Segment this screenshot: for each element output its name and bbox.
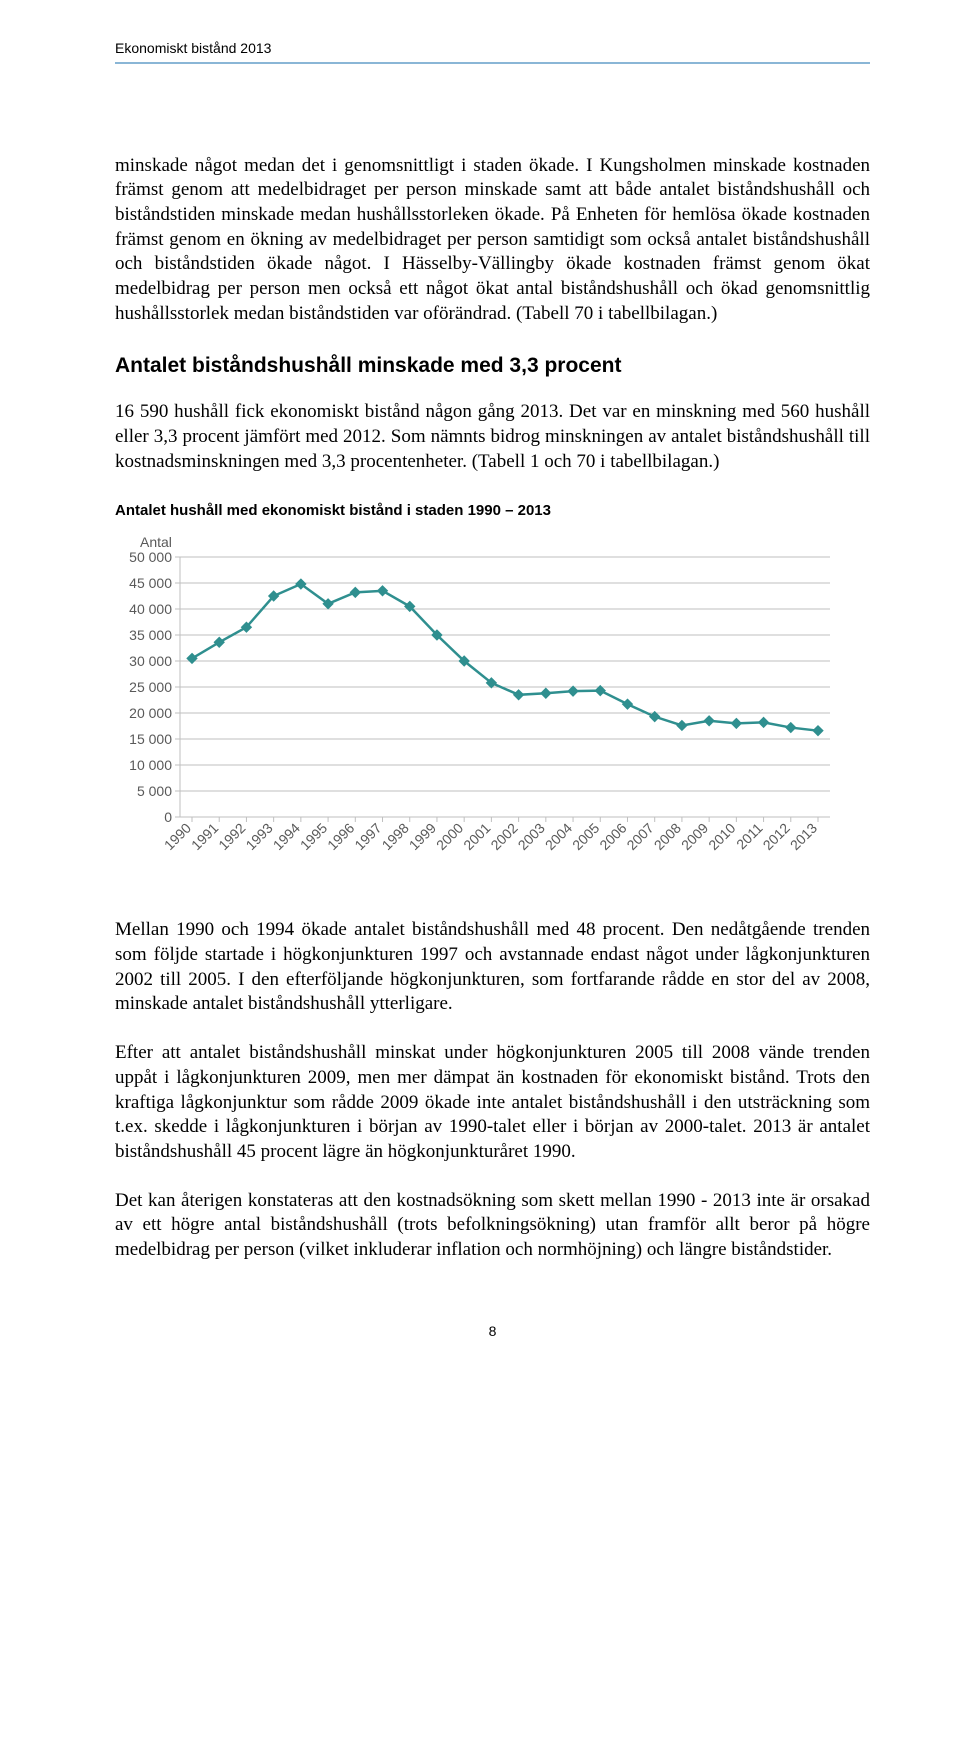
y-tick-label: 25 000 [129, 679, 172, 695]
page: Ekonomiskt bistånd 2013 minskade något m… [0, 0, 960, 1379]
paragraph-2: 16 590 hushåll fick ekonomiskt bistånd n… [115, 400, 870, 474]
page-number: 8 [115, 1323, 870, 1339]
y-tick-label: 40 000 [129, 601, 172, 617]
y-tick-label: 5 000 [137, 783, 172, 799]
line-chart: Antal 0 5 000 10 000 15 000 20 000 25 000 30 00… [115, 527, 870, 892]
y-tick-label: 50 000 [129, 549, 172, 565]
y-tick-label: 10 000 [129, 757, 172, 773]
y-tick-label: 0 [164, 809, 172, 825]
y-tick-label: 20 000 [129, 705, 172, 721]
y-tick-label: 15 000 [129, 731, 172, 747]
paragraph-4: Efter att antalet biståndshushåll minska… [115, 1041, 870, 1164]
y-tick-label: 30 000 [129, 653, 172, 669]
paragraph-1: minskade något medan det i genomsnittlig… [115, 154, 870, 327]
chart-title: Antalet hushåll med ekonomiskt bistånd i… [115, 502, 870, 519]
y-tick-label: 45 000 [129, 575, 172, 591]
y-axis-title: Antal [140, 534, 172, 550]
section-heading: Antalet biståndshushåll minskade med 3,3… [115, 354, 870, 378]
paragraph-3: Mellan 1990 och 1994 ökade antalet bistå… [115, 918, 870, 1017]
paragraph-5: Det kan återigen konstateras att den kos… [115, 1189, 870, 1263]
header-rule [115, 62, 870, 64]
y-tick-label: 35 000 [129, 627, 172, 643]
running-head: Ekonomiskt bistånd 2013 [115, 40, 870, 56]
chart-svg: Antal 0 5 000 10 000 15 000 20 000 25 000 30 00… [115, 527, 855, 887]
